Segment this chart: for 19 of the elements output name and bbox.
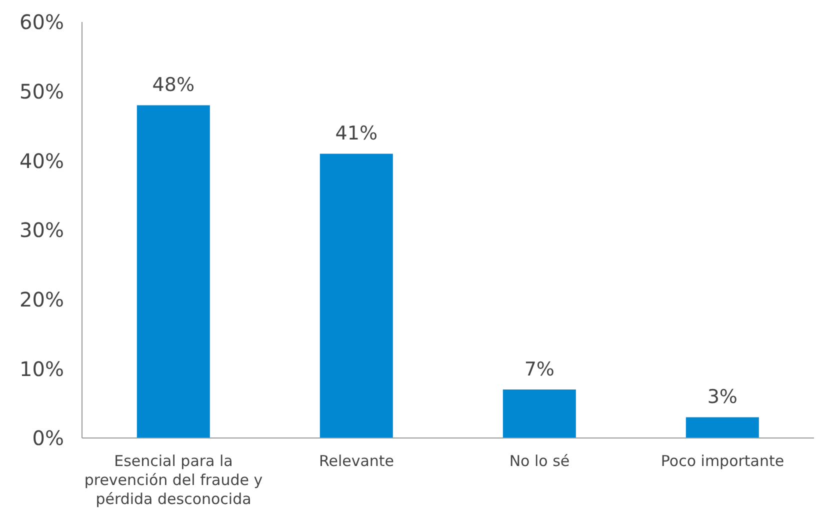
data-label: 3%: [707, 386, 738, 408]
bar: [136, 105, 210, 438]
y-tick-label: 0%: [32, 426, 64, 450]
x-tick-label: Poco importante: [660, 452, 784, 470]
bar: [686, 417, 759, 438]
x-tick-label: No lo sé: [509, 452, 570, 470]
y-tick-label: 50%: [20, 79, 64, 104]
data-label: 7%: [524, 358, 554, 380]
y-tick-label: 30%: [20, 218, 64, 242]
bar: [320, 154, 393, 438]
y-tick-label: 10%: [20, 356, 64, 381]
y-tick-label: 40%: [20, 148, 64, 173]
x-tick-label: Esencial para la prevención del fraude y pérdida desconocida: [84, 452, 263, 508]
data-label: 41%: [335, 122, 378, 145]
x-tick-label: Relevante: [318, 452, 394, 470]
y-tick-label: 20%: [20, 287, 64, 312]
bar: [502, 389, 576, 438]
data-label: 48%: [152, 74, 195, 96]
y-tick-label: 60%: [20, 10, 64, 34]
